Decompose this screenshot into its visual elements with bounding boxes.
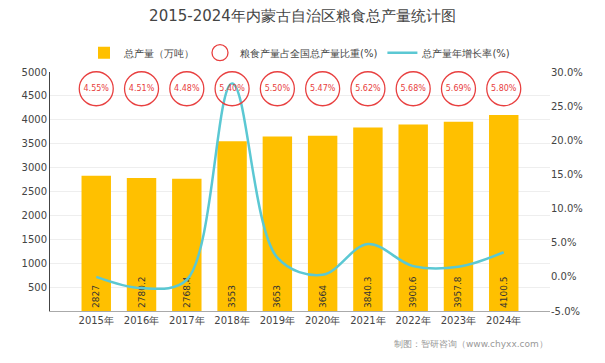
svg-text:20.0%: 20.0% — [551, 135, 583, 146]
svg-text:2015-2024年内蒙古自治区粮食总产量统计图: 2015-2024年内蒙古自治区粮食总产量统计图 — [149, 7, 456, 25]
svg-text:5.50%: 5.50% — [265, 84, 291, 93]
svg-text:3553: 3553 — [227, 285, 237, 308]
svg-text:4.51%: 4.51% — [129, 84, 155, 93]
svg-text:5.80%: 5.80% — [491, 84, 517, 93]
svg-text:10.0%: 10.0% — [551, 203, 583, 214]
svg-text:2021年: 2021年 — [350, 315, 385, 326]
svg-text:15.0%: 15.0% — [551, 169, 583, 180]
svg-text:2024年: 2024年 — [486, 315, 521, 326]
svg-text:3653: 3653 — [272, 285, 282, 308]
svg-text:总产量年增长率(%): 总产量年增长率(%) — [421, 48, 509, 59]
svg-text:2500: 2500 — [22, 186, 47, 197]
svg-text:2020年: 2020年 — [305, 315, 340, 326]
svg-text:30.0%: 30.0% — [551, 67, 583, 78]
svg-text:3500: 3500 — [22, 138, 47, 149]
svg-text:2768.4: 2768.4 — [182, 276, 192, 308]
svg-text:5.69%: 5.69% — [446, 84, 472, 93]
svg-text:3664: 3664 — [318, 285, 328, 308]
svg-text:4.55%: 4.55% — [84, 84, 110, 93]
svg-text:4.48%: 4.48% — [174, 84, 200, 93]
svg-text:25.0%: 25.0% — [551, 101, 583, 112]
svg-text:4500: 4500 — [22, 90, 47, 101]
svg-text:1000: 1000 — [22, 258, 47, 269]
svg-text:0.0%: 0.0% — [551, 271, 576, 282]
svg-text:4000: 4000 — [22, 114, 47, 125]
svg-text:制图：智研咨询（www.chyxx.com）: 制图：智研咨询（www.chyxx.com） — [394, 339, 548, 349]
svg-text:5000: 5000 — [22, 67, 47, 78]
svg-text:2022年: 2022年 — [395, 315, 430, 326]
svg-text:2016年: 2016年 — [124, 315, 159, 326]
svg-text:粮食产量占全国总产量比重(%): 粮食产量占全国总产量比重(%) — [240, 48, 377, 59]
svg-text:5.40%: 5.40% — [219, 84, 245, 93]
svg-text:总产量（万吨）: 总产量（万吨） — [123, 48, 194, 59]
svg-text:4100.5: 4100.5 — [499, 277, 509, 309]
svg-text:2780.2: 2780.2 — [137, 277, 147, 309]
svg-text:2015年: 2015年 — [79, 315, 114, 326]
svg-text:3957.8: 3957.8 — [453, 276, 463, 308]
svg-text:2827: 2827 — [91, 285, 101, 308]
svg-text:2018年: 2018年 — [214, 315, 249, 326]
svg-text:3900.6: 3900.6 — [408, 276, 418, 308]
svg-text:5.47%: 5.47% — [310, 84, 336, 93]
svg-text:2017年: 2017年 — [169, 315, 204, 326]
svg-text:3840.3: 3840.3 — [363, 277, 373, 309]
svg-text:2000: 2000 — [22, 210, 47, 221]
svg-text:500: 500 — [28, 282, 47, 293]
svg-text:5.68%: 5.68% — [400, 84, 426, 93]
svg-text:3000: 3000 — [22, 162, 47, 173]
svg-text:1500: 1500 — [22, 234, 47, 245]
svg-text:2023年: 2023年 — [441, 315, 476, 326]
svg-text:5.0%: 5.0% — [551, 237, 576, 248]
svg-text:-5.0%: -5.0% — [551, 306, 580, 317]
svg-text:2019年: 2019年 — [260, 315, 295, 326]
svg-text:5.62%: 5.62% — [355, 84, 381, 93]
